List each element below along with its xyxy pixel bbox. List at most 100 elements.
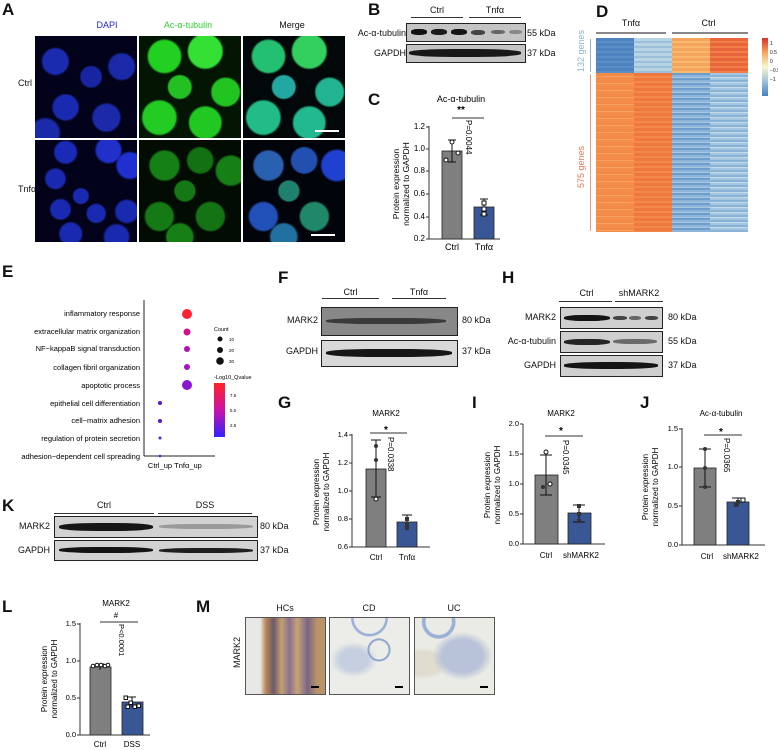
band-label: Ac-α-tubulin [357, 28, 406, 38]
svg-text:Count: Count [214, 327, 229, 333]
svg-text:0.8: 0.8 [338, 514, 348, 523]
ihc-image-cd [329, 617, 410, 695]
panel-label-d: D [596, 2, 609, 21]
scale-bar [311, 686, 319, 688]
svg-text:normalized to GAPDH: normalized to GAPDH [322, 452, 331, 531]
western-blot-gapdh [560, 355, 663, 377]
panel-label-g: G [278, 393, 292, 412]
svg-text:1.2: 1.2 [414, 122, 426, 131]
svg-text:P=0.0365: P=0.0365 [722, 438, 731, 473]
svg-text:Protein expression: Protein expression [312, 459, 321, 525]
ihc-image-uc [414, 617, 495, 695]
svg-text:0.0: 0.0 [668, 540, 678, 549]
micrograph-dapi-tnfa [35, 140, 137, 242]
col-label-uc: UC [447, 603, 461, 613]
row-label-mark2: MARK2 [232, 636, 242, 668]
scale-bar [315, 130, 339, 132]
panel-label-c: C [368, 90, 381, 109]
svg-text:Protein expression: Protein expression [641, 454, 650, 520]
svg-text:Ctrl: Ctrl [370, 553, 383, 562]
svg-text:regulation of protein secretio: regulation of protein secretion [41, 434, 140, 443]
heatmap-group-ctrl: Ctrl [701, 18, 716, 28]
svg-text:20: 20 [229, 348, 235, 353]
svg-text:shMARK2: shMARK2 [723, 552, 760, 561]
svg-text:Tnfα: Tnfα [475, 242, 493, 252]
svg-text:Protein expression: Protein expression [391, 149, 401, 220]
band-label: MARK2 [18, 521, 50, 531]
svg-text:**: ** [457, 105, 465, 116]
svg-text:Ctrl: Ctrl [445, 242, 459, 252]
svg-text:*: * [384, 425, 388, 436]
bar-chart-c: Ac-α-tubulin ** P=0.0044 0.2 0.4 0.6 0.8… [391, 94, 500, 252]
svg-text:1.5: 1.5 [509, 449, 519, 458]
svg-text:5.0: 5.0 [230, 408, 237, 413]
panel-label-b: B [368, 0, 381, 19]
band-label: GAPDH [523, 360, 556, 370]
svg-text:#: # [114, 611, 119, 620]
svg-text:P<0.0001: P<0.0001 [117, 624, 126, 656]
svg-text:cell−matrix adhesion: cell−matrix adhesion [71, 416, 140, 425]
svg-text:1.5: 1.5 [66, 619, 76, 628]
kda-label: 55 kDa [668, 336, 697, 346]
svg-text:1.0: 1.0 [66, 656, 76, 665]
svg-text:0.5: 0.5 [509, 509, 519, 518]
micrograph-merge-ctrl [243, 36, 345, 138]
svg-text:epithelial cell differentiatio: epithelial cell differentiation [50, 399, 140, 408]
svg-text:1.2: 1.2 [338, 458, 348, 467]
svg-text:0.5: 0.5 [66, 693, 76, 702]
group-line-tnfa [469, 17, 521, 18]
panel-label-e: E [2, 262, 14, 281]
svg-text:Ac-α-tubulin: Ac-α-tubulin [700, 409, 743, 418]
group-label-tnfa: Tnfα [409, 287, 429, 297]
svg-text:MARK2: MARK2 [102, 599, 130, 608]
svg-text:extracellular matrix organizat: extracellular matrix organization [34, 327, 140, 336]
kda-label: 80 kDa [668, 312, 697, 322]
group-label-tnfa: Tnfα [485, 5, 505, 15]
western-blot-gapdh [54, 540, 258, 561]
western-blot-mark2 [54, 516, 258, 538]
kda-label: 37 kDa [668, 360, 697, 370]
micrograph-ac-tubulin-tnfa [139, 140, 241, 242]
svg-text:collagen fibril organization: collagen fibril organization [53, 363, 140, 372]
group-label-ctrl: Ctrl [97, 500, 111, 510]
scale-bar [311, 234, 335, 236]
western-blot-gapdh [321, 340, 458, 367]
bar-chart-j: Ac-α-tubulin * P=0.0365 0.0 0.5 1.0 1.5 … [641, 409, 765, 561]
col-label-merge: Merge [279, 20, 305, 30]
svg-text:normalized to GAPDH: normalized to GAPDH [50, 639, 59, 718]
group-label-shmark2: shMARK2 [618, 288, 660, 298]
svg-text:0.0: 0.0 [66, 730, 76, 739]
ihc-image-hcs [245, 617, 326, 695]
panel-label-i: I [472, 393, 477, 412]
svg-text:apoptotic process: apoptotic process [81, 381, 140, 390]
svg-text:P=0.0044: P=0.0044 [464, 120, 473, 155]
svg-text:P=0.0338: P=0.0338 [386, 437, 395, 472]
kda-label: 80 kDa [260, 521, 289, 531]
panel-label-l: L [2, 597, 13, 616]
svg-text:P=0.0345: P=0.0345 [561, 440, 570, 475]
bar-chart-i: MARK2 * P=0.0345 0.0 0.5 1.0 1.5 2.0 Ctr… [483, 409, 605, 560]
col-label-cd: CD [362, 603, 376, 613]
heatmap-group-tnfa: Tnfα [621, 18, 641, 28]
band-label: GAPDH [373, 48, 406, 58]
svg-text:normalized to GAPDH: normalized to GAPDH [401, 142, 411, 226]
scale-bar [480, 686, 488, 688]
svg-text:0.4: 0.4 [414, 212, 426, 221]
heatmap [596, 38, 748, 232]
group-line-ctrl [411, 17, 463, 18]
svg-text:*: * [719, 427, 723, 438]
svg-text:Ctrl: Ctrl [94, 740, 107, 749]
band-label: GAPDH [17, 545, 50, 555]
row-label-ctrl: Ctrl [18, 78, 32, 88]
scale-bar [395, 686, 403, 688]
group-label-dss: DSS [195, 500, 215, 510]
svg-text:1.0: 1.0 [414, 144, 426, 153]
svg-text:Protein expression: Protein expression [483, 452, 492, 518]
western-blot-ac-tubulin [560, 331, 663, 353]
row-label-tnfa: Tnfα [18, 184, 37, 194]
color-scale-ticks: 10.50−0.5−1 [770, 41, 778, 83]
svg-text:0.2: 0.2 [414, 234, 426, 243]
svg-text:*: * [559, 426, 563, 437]
kda-label: 55 kDa [527, 28, 556, 38]
svg-text:Protein expression: Protein expression [40, 646, 49, 712]
